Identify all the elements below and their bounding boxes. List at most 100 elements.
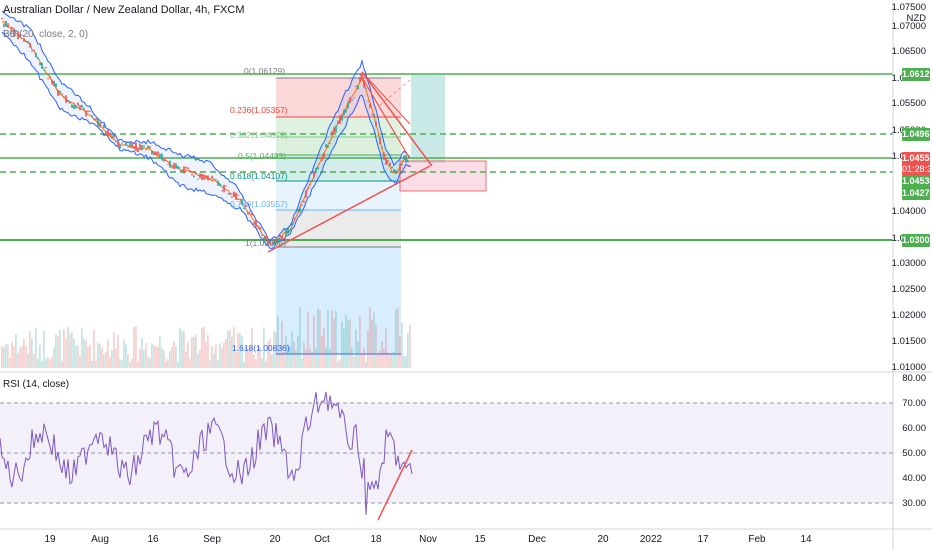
volume-bar	[203, 326, 205, 368]
volume-bar	[403, 355, 405, 368]
volume-bar	[259, 347, 261, 368]
volume-bar	[45, 359, 47, 368]
volume-bar	[67, 327, 69, 368]
volume-bar	[303, 342, 305, 368]
volume-bar	[205, 341, 207, 368]
volume-bar	[283, 352, 285, 368]
volume-bar	[211, 346, 213, 368]
candle	[295, 211, 297, 213]
candle	[193, 175, 195, 178]
candle	[241, 198, 243, 205]
candle	[383, 152, 385, 160]
symbol-title: Australian Dollar / New Zealand Dollar, …	[3, 4, 245, 16]
fib-retracement[interactable]	[276, 77, 401, 355]
volume-bar	[399, 335, 401, 368]
volume-bar	[43, 330, 45, 368]
bb-lower	[1, 31, 411, 249]
candle	[237, 194, 239, 196]
trend-lines[interactable]	[267, 71, 433, 253]
candle	[315, 167, 317, 173]
fib-label: 0(1.06129)	[244, 66, 286, 76]
candle	[21, 34, 23, 36]
candle	[175, 163, 177, 169]
stop-zone-box[interactable]	[399, 160, 487, 192]
candle	[389, 162, 391, 166]
candle	[165, 160, 167, 162]
volume-bar	[281, 320, 283, 368]
rsi-tick: 50.00	[902, 448, 926, 459]
candle	[303, 200, 305, 203]
rsi-line	[0, 391, 413, 515]
time-axis-label: Nov	[419, 534, 437, 545]
volume-bar	[1, 346, 3, 368]
time-axis-label: Feb	[748, 534, 766, 545]
candle	[327, 145, 329, 148]
candle	[111, 135, 113, 139]
candle	[33, 49, 35, 51]
volume-bar	[351, 347, 353, 368]
candle	[235, 192, 237, 200]
volume-bar	[53, 347, 55, 368]
candle	[401, 163, 403, 166]
candle	[301, 204, 303, 206]
volume-bar	[341, 321, 343, 368]
volume-bar	[377, 354, 379, 368]
long-position-box[interactable]	[411, 75, 445, 163]
volume-bar	[63, 329, 65, 368]
candle	[229, 193, 231, 196]
candle	[187, 167, 189, 170]
volume-bar	[299, 307, 301, 368]
candle	[1, 17, 3, 20]
candle	[43, 69, 45, 71]
volume-bar	[147, 356, 149, 368]
candle	[313, 171, 315, 178]
candle	[65, 95, 67, 103]
candle	[215, 179, 217, 181]
rsi-trend-line[interactable]	[377, 449, 413, 521]
volume-bar	[197, 353, 199, 368]
candle	[361, 73, 363, 78]
volume-bar	[235, 351, 237, 368]
candle	[225, 185, 227, 187]
volume-bar	[323, 327, 325, 368]
volume-bar	[151, 343, 153, 368]
candle	[45, 67, 47, 69]
candle	[311, 180, 313, 183]
volume-bar	[27, 353, 29, 368]
volume-bar	[199, 349, 201, 368]
volume-bar	[253, 354, 255, 368]
candle	[57, 90, 59, 96]
candle	[161, 153, 163, 161]
volume-bar	[263, 327, 265, 368]
volume-bar	[227, 330, 229, 368]
candle	[211, 175, 213, 180]
volume-bar	[91, 361, 93, 368]
rsi-legend[interactable]: RSI (14, close)	[3, 379, 70, 390]
candle	[29, 42, 31, 48]
price-axis-tick: 1.05500	[891, 98, 926, 109]
candle	[381, 147, 383, 149]
candle	[391, 166, 393, 169]
price-tag-level: 1.04538	[902, 175, 932, 188]
candle	[119, 144, 121, 149]
volume-bar	[273, 330, 275, 368]
candle	[275, 238, 277, 243]
volume-bar	[223, 342, 225, 368]
candle	[197, 178, 199, 180]
volume-bar	[17, 353, 19, 368]
volume-bar	[329, 349, 331, 368]
volume-bar	[13, 345, 15, 368]
volume-bar	[239, 333, 241, 368]
volume-bar	[35, 327, 37, 368]
price-axis-tick: 1.06500	[891, 46, 926, 57]
volume-bar	[167, 358, 169, 368]
volume-bar	[119, 358, 121, 368]
volume-bar	[247, 349, 249, 368]
candle	[247, 212, 249, 215]
volume-bar	[405, 355, 407, 368]
volume-bar	[155, 346, 157, 368]
candle	[259, 226, 261, 231]
candle	[343, 109, 345, 116]
indicator-legend[interactable]: BB (20, close, 2, 0)	[3, 29, 89, 40]
